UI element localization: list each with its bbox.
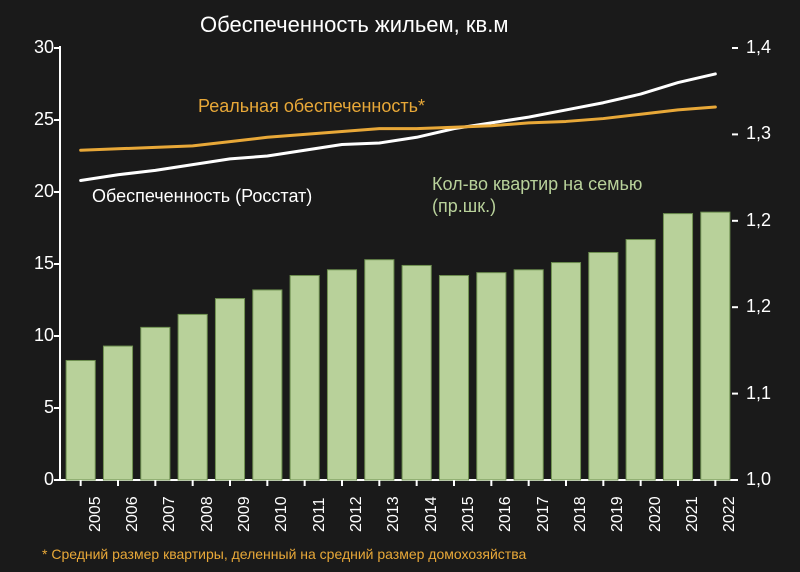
y-left-tick: 0 [14,469,54,490]
chart-svg [0,0,800,572]
x-tick-label: 2009 [236,496,254,532]
white-series-label: Обеспеченность (Росстат) [92,186,312,207]
bars-series-label-line: Кол-во квартир на семью [432,174,642,196]
x-tick-label: 2010 [273,496,291,532]
y-right-tick: 1,3 [746,123,771,144]
y-left-tick: 20 [14,181,54,202]
y-right-tick: 1,4 [746,37,771,58]
x-tick-label: 2020 [647,496,665,532]
y-right-tick: 1,2 [746,296,771,317]
x-tick-label: 2012 [348,496,366,532]
x-tick-label: 2011 [311,498,329,532]
x-tick-label: 2014 [423,496,441,532]
y-left-tick: 25 [14,109,54,130]
x-tick-label: 2021 [684,496,702,532]
x-tick-label: 2007 [161,496,179,532]
y-right-tick: 1,0 [746,469,771,490]
x-tick-label: 2016 [497,496,515,532]
x-tick-label: 2013 [385,496,403,532]
y-left-tick: 10 [14,325,54,346]
footnote: * Средний размер квартиры, деленный на с… [42,546,526,562]
bars-series-label-line: (пр.шк.) [432,196,642,218]
y-left-tick: 30 [14,37,54,58]
y-right-tick: 1,2 [746,210,771,231]
x-tick-label: 2017 [535,496,553,532]
y-left-tick: 5 [14,397,54,418]
y-left-tick: 15 [14,253,54,274]
bars-series-label: Кол-во квартир на семью(пр.шк.) [432,174,642,217]
x-tick-label: 2018 [572,496,590,532]
chart-container: Обеспеченность жильем, кв.м 0 5 10 15 20… [0,0,800,572]
x-tick-label: 2005 [87,496,105,532]
x-tick-label: 2022 [721,496,739,532]
orange-series-label: Реальная обеспеченность* [198,96,425,117]
x-tick-label: 2015 [460,496,478,532]
y-right-tick: 1,1 [746,383,771,404]
x-tick-label: 2006 [124,496,142,532]
x-tick-label: 2008 [199,496,217,532]
x-tick-label: 2019 [609,496,627,532]
